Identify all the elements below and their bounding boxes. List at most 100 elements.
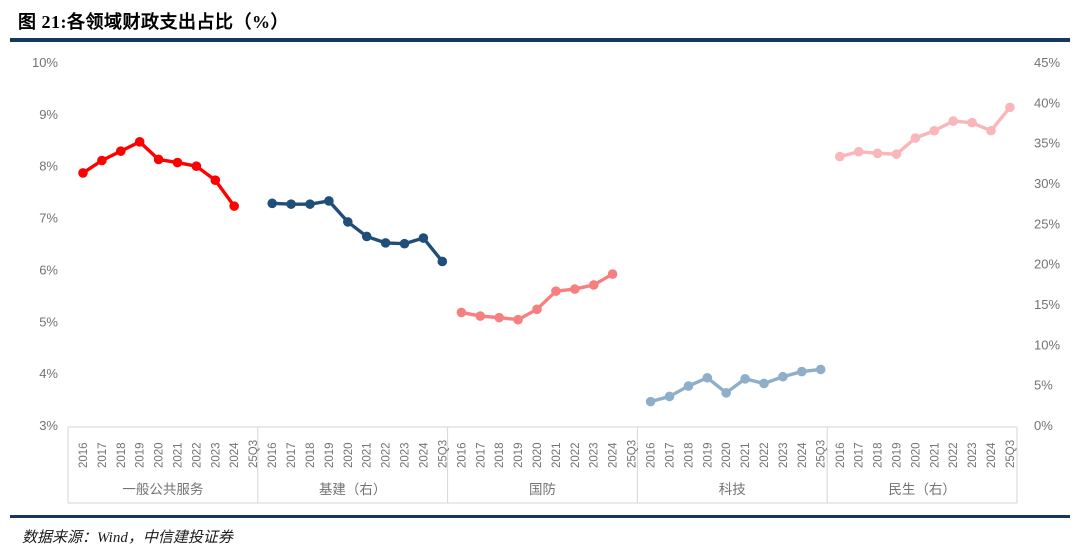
category-tick-label: 2020: [910, 442, 922, 468]
series-point: [210, 175, 221, 185]
category-tick-label: 2017: [97, 442, 109, 468]
category-tick-label: 2019: [892, 442, 904, 468]
category-tick-label: 2024: [418, 442, 430, 468]
series-point: [191, 161, 202, 171]
category-tick-label: 2023: [778, 442, 790, 468]
category-tick-label: 2016: [78, 442, 90, 468]
series-point: [418, 233, 429, 243]
title-divider: [10, 38, 1070, 42]
category-tick-label: 25Q3: [627, 440, 639, 468]
group-label: 国防: [529, 482, 556, 497]
series-point: [872, 148, 883, 159]
series-point: [797, 366, 807, 377]
category-tick-label: 2023: [400, 442, 412, 468]
category-tick-label: 2018: [873, 442, 885, 468]
category-tick-label: 2019: [135, 442, 147, 468]
category-tick-label: 2019: [702, 442, 714, 468]
series-point: [513, 314, 523, 325]
category-tick-label: 2020: [532, 442, 544, 468]
category-tick-label: 2021: [929, 442, 941, 468]
series-point: [97, 155, 107, 166]
right-axis-tick-label: 30%: [1034, 176, 1060, 191]
category-tick-label: 2018: [494, 442, 506, 468]
category-tick-label: 2021: [173, 442, 185, 468]
right-axis-tick-label: 40%: [1034, 95, 1060, 110]
series-point: [910, 133, 921, 143]
series-point: [551, 286, 561, 296]
series-line: [648, 367, 823, 404]
right-axis-tick-label: 10%: [1034, 337, 1060, 352]
right-axis-tick-label: 35%: [1034, 136, 1060, 151]
category-tick-label: 2020: [721, 442, 733, 468]
series-point: [588, 280, 599, 290]
right-axis-tick-label: 15%: [1034, 297, 1060, 312]
category-tick-label: 2021: [551, 442, 563, 468]
category-tick-label: 2020: [154, 442, 166, 468]
category-tick-label: 2019: [513, 442, 525, 468]
series-point: [835, 151, 845, 162]
group-label: 基建（右）: [319, 481, 387, 497]
series-point: [153, 154, 164, 165]
category-tick-label: 2016: [267, 442, 279, 468]
footer-divider: [10, 515, 1070, 518]
series-point: [929, 125, 940, 136]
category-tick-label: 2024: [797, 442, 809, 468]
category-tick-label: 2022: [759, 442, 771, 468]
source-note: 数据来源：Wind，中信建投证券: [22, 530, 233, 546]
category-tick-label: 2021: [740, 442, 752, 468]
series-point: [853, 146, 864, 157]
category-tick-label: 2017: [854, 442, 866, 468]
category-tick-label: 2023: [210, 442, 222, 468]
series-point: [986, 125, 996, 136]
series-point: [815, 364, 826, 375]
series-line: [81, 140, 236, 208]
series-point: [78, 168, 88, 178]
left-axis-tick-label: 8%: [39, 159, 58, 174]
right-axis-tick-label: 25%: [1034, 216, 1060, 231]
category-tick-label: 2022: [381, 442, 393, 468]
category-tick-label: 2016: [835, 442, 847, 468]
category-tick-label: 2018: [683, 442, 695, 468]
category-tick-label: 2022: [570, 442, 582, 468]
category-tick-label: 2022: [191, 442, 203, 468]
category-tick-label: 2024: [229, 442, 241, 468]
series-point: [456, 307, 467, 318]
series-point: [324, 196, 334, 206]
series-point: [134, 137, 145, 147]
series-point: [1005, 102, 1015, 113]
series-point: [683, 381, 694, 391]
series-point: [286, 199, 296, 209]
series-point: [267, 198, 278, 209]
right-axis-tick-label: 20%: [1034, 257, 1060, 272]
left-axis-tick-label: 7%: [39, 211, 58, 226]
series-point: [494, 312, 505, 323]
category-tick-label: 25Q3: [1005, 440, 1017, 468]
category-tick-label: 2016: [646, 442, 658, 468]
series-point: [740, 374, 750, 384]
category-tick-label: 2017: [286, 442, 298, 468]
category-tick-label: 2020: [343, 442, 355, 468]
category-tick-label: 25Q3: [437, 440, 449, 468]
series-point: [664, 391, 675, 402]
category-tick-label: 2024: [608, 442, 620, 468]
group-label: 一般公共服务: [122, 482, 203, 497]
category-tick-label: 2019: [324, 442, 336, 468]
left-axis-tick-label: 5%: [39, 314, 58, 329]
right-axis-tick-label: 45%: [1034, 55, 1060, 70]
series-point: [475, 311, 486, 321]
series-point: [229, 201, 239, 211]
category-tick-label: 2022: [948, 442, 960, 468]
series-point: [891, 149, 902, 159]
series-point: [305, 199, 315, 209]
series-point: [437, 256, 448, 267]
category-tick-label: 2021: [362, 442, 374, 468]
chart-title: 图 21:各领域财政支出占比（%）: [18, 12, 289, 32]
right-axis-tick-label: 5%: [1034, 378, 1053, 393]
series-point: [570, 284, 580, 294]
series-point: [343, 217, 353, 227]
series-line: [838, 105, 1012, 159]
category-tick-label: 2018: [116, 442, 128, 468]
category-tick-label: 25Q3: [816, 440, 828, 468]
series-point: [759, 378, 769, 389]
